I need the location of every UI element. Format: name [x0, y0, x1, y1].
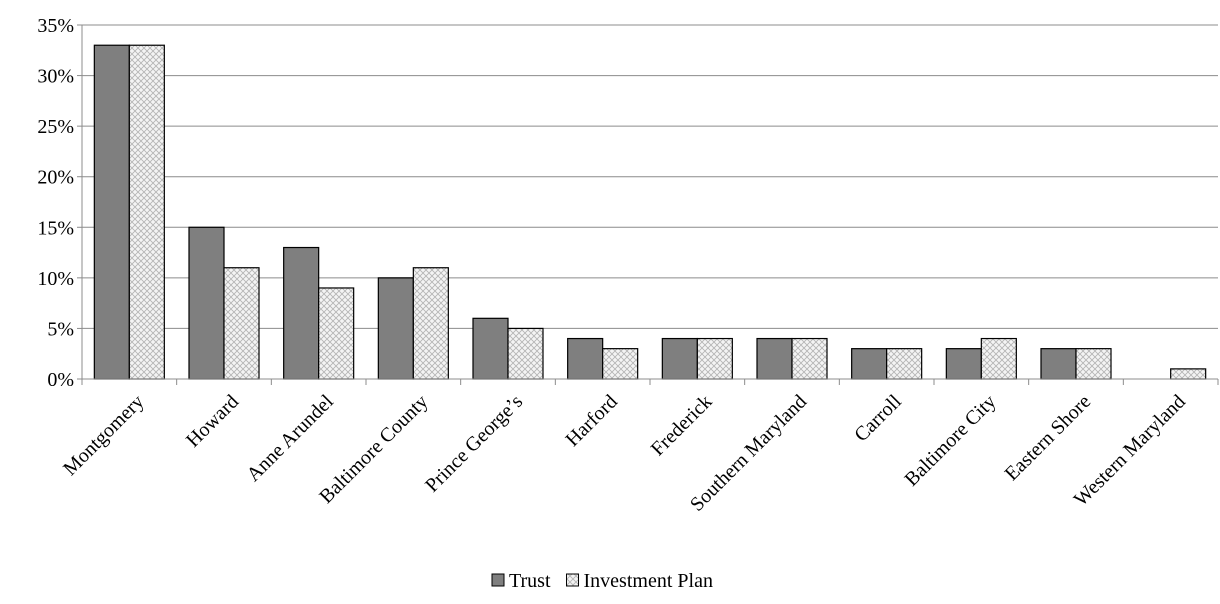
x-category-label: Prince George’s — [421, 390, 527, 496]
legend-label-investment-plan: Investment Plan — [584, 570, 713, 592]
bar-trust — [188, 226, 225, 380]
bar-trust — [661, 337, 698, 380]
bar-investment-plan — [791, 337, 828, 380]
y-tick-label: 25% — [37, 116, 74, 138]
legend-swatch-investment-plan — [566, 573, 580, 587]
bar-investment-plan — [507, 327, 544, 380]
bar-trust — [945, 348, 982, 380]
bar-trust — [567, 337, 604, 380]
gridlines — [82, 24, 1218, 329]
bar-trust — [377, 277, 414, 380]
bar-trust — [283, 246, 320, 380]
bar-investment-plan — [886, 348, 923, 380]
x-category-label: Howard — [182, 391, 243, 452]
y-tick-label: 35% — [37, 15, 74, 37]
bar-trust — [93, 44, 130, 380]
x-category-label: Montgomery — [59, 391, 148, 480]
y-tick-label: 20% — [37, 167, 74, 189]
legend-swatch-trust — [491, 573, 505, 587]
x-category-label: Baltimore City — [900, 391, 1000, 491]
bar-investment-plan — [602, 348, 639, 380]
bar-investment-plan — [128, 44, 165, 380]
bar-investment-plan — [980, 337, 1017, 380]
y-tick-label: 5% — [47, 318, 74, 340]
bar-trust — [1040, 348, 1077, 380]
y-tick-label: 30% — [37, 66, 74, 88]
legend: Trust Investment Plan — [491, 570, 713, 592]
x-category-label: Eastern Shore — [1001, 391, 1096, 486]
y-tick-label: 10% — [37, 268, 74, 290]
bar-investment-plan — [696, 337, 733, 380]
y-tick-labels: 0% 5% 10% 15% 20% 25% 30% 35% — [37, 15, 74, 391]
x-category-label: Anne Arundel — [243, 390, 339, 486]
axes — [77, 24, 1219, 385]
x-category-label: Frederick — [647, 391, 717, 461]
x-category-label: Carroll — [850, 390, 906, 446]
x-category-label: Harford — [561, 391, 621, 451]
bar-trust — [756, 337, 793, 380]
y-tick-label: 0% — [47, 369, 74, 391]
bar-trust — [472, 317, 509, 380]
bar-investment-plan — [1075, 348, 1112, 380]
bar-investment-plan — [412, 267, 449, 380]
bar-trust — [851, 348, 888, 380]
bars — [93, 44, 1207, 380]
bar-investment-plan — [318, 287, 355, 380]
bar-investment-plan — [1170, 368, 1207, 380]
bar-investment-plan — [223, 267, 260, 380]
y-tick-label: 15% — [37, 217, 74, 239]
legend-label-trust: Trust — [509, 570, 551, 592]
